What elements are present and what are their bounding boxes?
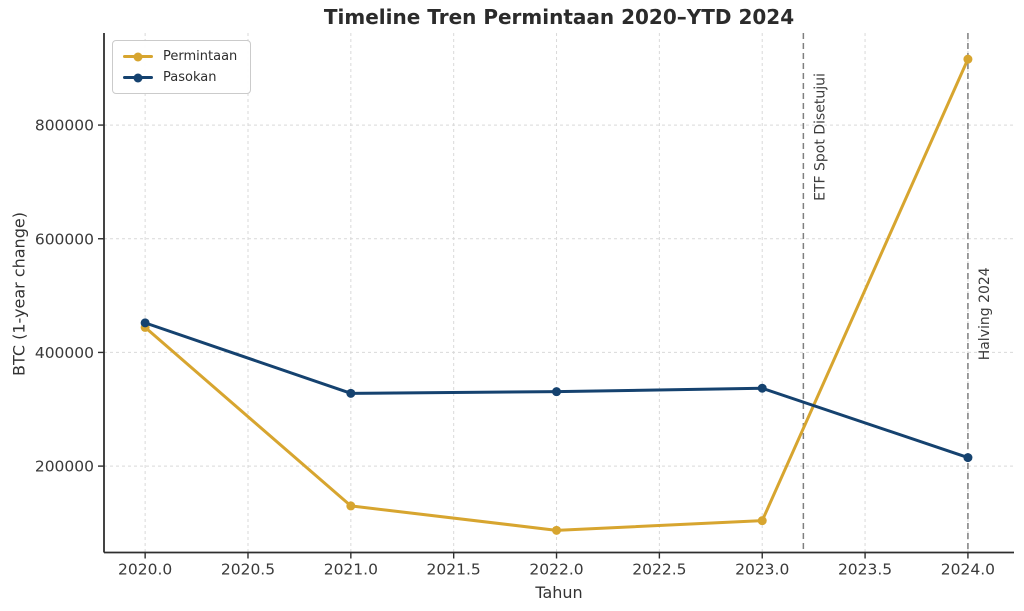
data-point-marker xyxy=(757,516,767,526)
x-tick-label: 2020.5 xyxy=(221,561,275,579)
legend-line-sample xyxy=(123,52,153,61)
data-point-marker xyxy=(963,453,973,463)
x-tick-label: 2020.0 xyxy=(118,561,172,579)
x-tick-label: 2023.0 xyxy=(735,561,789,579)
x-tick-label: 2021.0 xyxy=(324,561,378,579)
legend-marker-dot xyxy=(133,52,143,61)
legend-item-pasokan: Pasokan xyxy=(123,70,237,85)
x-tick-label: 2022.5 xyxy=(632,561,686,579)
x-tick-label: 2022.0 xyxy=(529,561,583,579)
chart-title: Timeline Tren Permintaan 2020–YTD 2024 xyxy=(323,5,795,29)
data-point-marker xyxy=(346,501,356,511)
y-tick-label: 200000 xyxy=(35,458,94,476)
x-tick-label: 2021.5 xyxy=(427,561,481,579)
legend-item-permintaan: Permintaan xyxy=(123,49,237,64)
data-point-marker xyxy=(552,387,562,397)
data-point-marker xyxy=(757,383,767,393)
annotation-label: ETF Spot Disetujui xyxy=(812,73,828,201)
data-point-marker xyxy=(140,318,150,328)
y-tick-label: 400000 xyxy=(35,344,94,362)
legend-label-permintaan: Permintaan xyxy=(163,49,238,64)
legend-label-pasokan: Pasokan xyxy=(163,70,217,85)
data-point-marker xyxy=(552,525,562,535)
data-point-marker xyxy=(963,54,973,64)
legend-line-sample xyxy=(123,73,153,82)
x-tick-label: 2023.5 xyxy=(838,561,892,579)
x-tick-label: 2024.0 xyxy=(941,561,995,579)
y-tick-label: 600000 xyxy=(35,230,94,248)
y-axis-label: BTC (1-year change) xyxy=(9,212,29,376)
legend-marker-dot xyxy=(133,73,143,82)
y-tick-label: 800000 xyxy=(35,117,94,135)
data-point-marker xyxy=(346,388,356,398)
x-axis-label: Tahun xyxy=(535,583,583,602)
annotation-label: Halving 2024 xyxy=(977,267,993,360)
legend: Permintaan Pasokan xyxy=(112,40,252,94)
